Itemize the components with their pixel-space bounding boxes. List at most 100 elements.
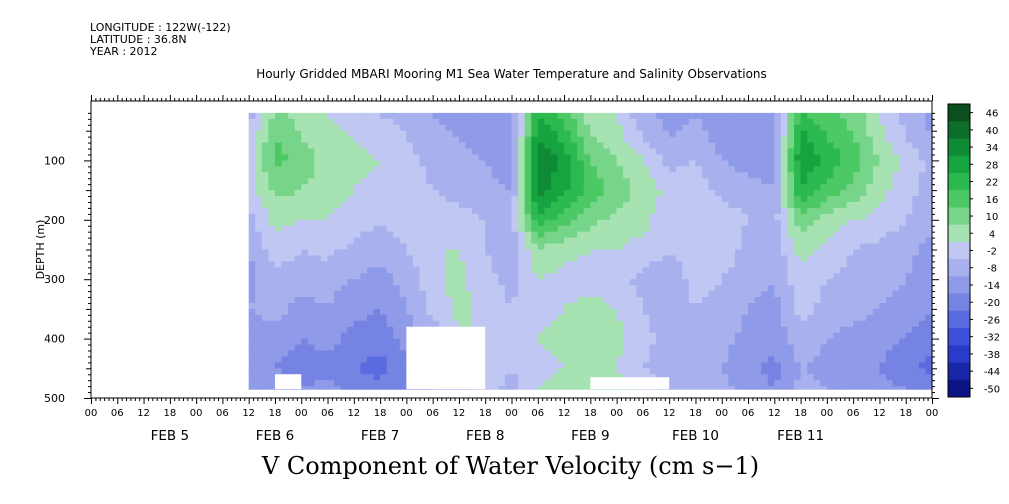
field-cell bbox=[610, 207, 618, 215]
field-cell bbox=[347, 344, 355, 352]
field-cell bbox=[767, 130, 775, 138]
field-cell bbox=[531, 184, 539, 191]
field-cell bbox=[544, 184, 552, 191]
field-cell bbox=[813, 386, 821, 390]
field-cell bbox=[439, 314, 447, 322]
field-cell bbox=[859, 249, 867, 257]
field-cell bbox=[472, 213, 480, 221]
field-cell bbox=[642, 320, 651, 328]
field-cell bbox=[412, 207, 421, 215]
field-cell bbox=[629, 231, 637, 239]
field-cell bbox=[905, 344, 913, 352]
field-cell bbox=[353, 178, 361, 185]
field-cell bbox=[268, 196, 276, 203]
field-cell bbox=[373, 302, 381, 310]
field-cell bbox=[340, 219, 348, 227]
field-cell bbox=[301, 261, 309, 268]
field-cell bbox=[314, 368, 322, 375]
field-cell bbox=[918, 261, 927, 268]
field-cell bbox=[688, 249, 697, 257]
field-cell bbox=[859, 356, 867, 363]
field-cell bbox=[366, 297, 375, 304]
field-cell bbox=[656, 148, 664, 156]
field-cell bbox=[918, 201, 927, 209]
field-cell bbox=[820, 130, 828, 138]
field-cell bbox=[715, 368, 723, 375]
field-cell bbox=[610, 154, 618, 161]
field-cell bbox=[702, 219, 710, 227]
field-cell bbox=[629, 368, 637, 375]
field-cell bbox=[498, 154, 506, 161]
field-cell bbox=[833, 273, 841, 280]
field-cell bbox=[741, 350, 749, 358]
field-cell bbox=[366, 172, 375, 179]
field-cell bbox=[800, 124, 808, 132]
field-cell bbox=[918, 118, 927, 126]
field-cell bbox=[629, 154, 637, 161]
field-cell bbox=[550, 160, 559, 167]
field-cell bbox=[531, 148, 539, 156]
field-cell bbox=[570, 338, 578, 346]
field-cell bbox=[642, 285, 651, 292]
field-cell bbox=[485, 308, 493, 316]
field-cell bbox=[728, 320, 736, 328]
field-cell bbox=[794, 243, 802, 251]
field-cell bbox=[767, 213, 775, 221]
field-cell bbox=[886, 172, 894, 179]
field-cell bbox=[386, 380, 394, 387]
field-cell bbox=[636, 184, 644, 191]
field-cell bbox=[774, 255, 782, 262]
field-cell bbox=[564, 190, 572, 197]
field-cell bbox=[281, 255, 289, 262]
field-cell bbox=[327, 350, 335, 358]
field-cell bbox=[741, 118, 749, 126]
field-cell bbox=[419, 285, 427, 292]
field-cell bbox=[813, 308, 821, 316]
field-cell bbox=[537, 297, 545, 304]
field-cell bbox=[702, 118, 710, 126]
field-cell bbox=[485, 273, 493, 280]
field-cell bbox=[925, 243, 933, 251]
field-cell bbox=[380, 219, 388, 227]
field-cell bbox=[531, 160, 539, 167]
field-cell bbox=[748, 356, 756, 363]
field-cell bbox=[531, 368, 539, 375]
field-cell bbox=[616, 332, 624, 340]
field-cell bbox=[734, 261, 743, 268]
field-cell bbox=[918, 190, 927, 197]
field-cell bbox=[767, 160, 775, 167]
field-cell bbox=[596, 332, 605, 340]
field-cell bbox=[537, 374, 545, 381]
field-cell bbox=[491, 320, 499, 328]
field-cell bbox=[360, 332, 368, 340]
field-cell bbox=[511, 267, 519, 274]
field-cell bbox=[859, 332, 867, 340]
field-cell bbox=[393, 178, 401, 185]
field-cell bbox=[406, 219, 414, 227]
field-cell bbox=[610, 273, 618, 280]
field-cell bbox=[688, 231, 697, 239]
field-cell bbox=[373, 308, 381, 316]
field-cell bbox=[695, 285, 703, 292]
field-cell bbox=[629, 350, 637, 358]
field-cell bbox=[366, 243, 375, 251]
field-cell bbox=[899, 380, 907, 387]
field-cell bbox=[445, 190, 453, 197]
field-cell bbox=[721, 172, 729, 179]
field-cell bbox=[826, 326, 835, 334]
field-cell bbox=[918, 356, 927, 363]
field-cell bbox=[544, 291, 552, 298]
field-cell bbox=[288, 285, 296, 292]
field-cell bbox=[255, 196, 263, 203]
field-cell bbox=[820, 255, 828, 262]
field-cell bbox=[426, 320, 434, 328]
field-cell bbox=[314, 213, 322, 221]
field-cell bbox=[833, 172, 841, 179]
field-cell bbox=[577, 279, 585, 286]
field-cell bbox=[596, 178, 605, 185]
field-cell bbox=[682, 314, 690, 322]
field-cell bbox=[688, 213, 697, 221]
field-cell bbox=[373, 124, 381, 132]
field-cell bbox=[445, 320, 453, 328]
field-cell bbox=[478, 237, 486, 245]
